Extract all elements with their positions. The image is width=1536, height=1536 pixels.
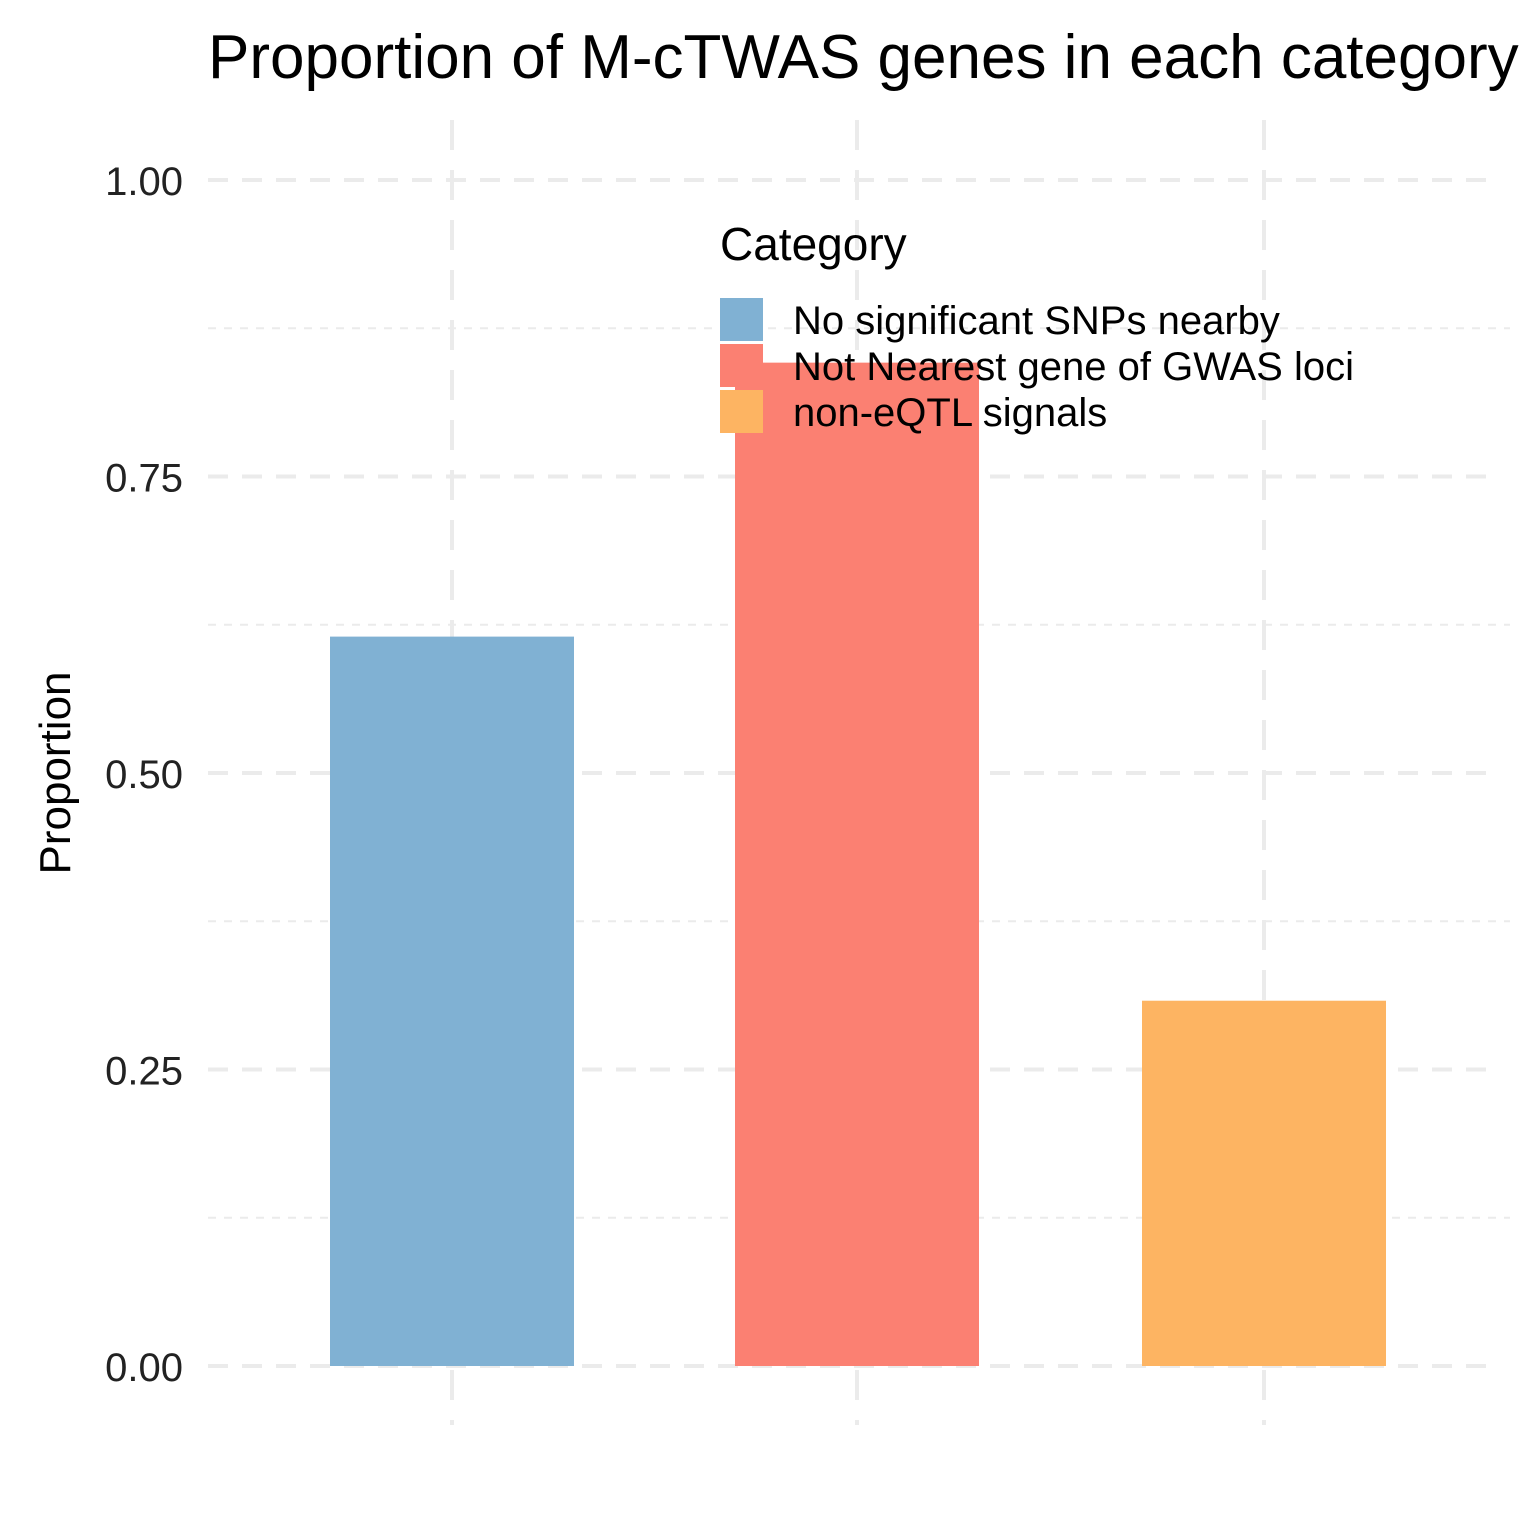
y-ticks: 0.00 0.25 0.50 0.75 1.00 [105, 160, 183, 1390]
y-tick-label: 0.00 [105, 1346, 183, 1390]
y-tick-label: 0.25 [105, 1050, 183, 1094]
y-axis-label: Proportion [31, 671, 80, 874]
bar-2 [735, 362, 979, 1366]
legend-swatch [720, 390, 763, 433]
legend-title: Category [720, 218, 907, 270]
legend-swatch [720, 298, 763, 341]
bar-1 [330, 636, 574, 1366]
legend-label: Not Nearest gene of GWAS loci [793, 345, 1354, 389]
legend-label: non-eQTL signals [793, 391, 1107, 435]
legend-label: No significant SNPs nearby [793, 299, 1280, 343]
bar-3 [1142, 1000, 1386, 1366]
y-tick-label: 0.50 [105, 753, 183, 797]
y-tick-label: 1.00 [105, 160, 183, 204]
y-tick-label: 0.75 [105, 457, 183, 501]
bars [330, 362, 1386, 1366]
chart-title: Proportion of M-cTWAS genes in each cate… [208, 23, 1519, 92]
legend-swatch [720, 344, 763, 387]
